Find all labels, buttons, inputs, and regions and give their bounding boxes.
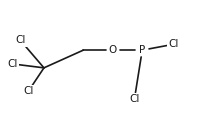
Text: Cl: Cl xyxy=(7,59,18,69)
Text: O: O xyxy=(109,45,117,55)
Text: P: P xyxy=(139,45,145,55)
Text: Cl: Cl xyxy=(129,94,140,104)
Text: Cl: Cl xyxy=(23,86,33,96)
Text: Cl: Cl xyxy=(15,35,26,45)
Text: Cl: Cl xyxy=(168,39,179,49)
